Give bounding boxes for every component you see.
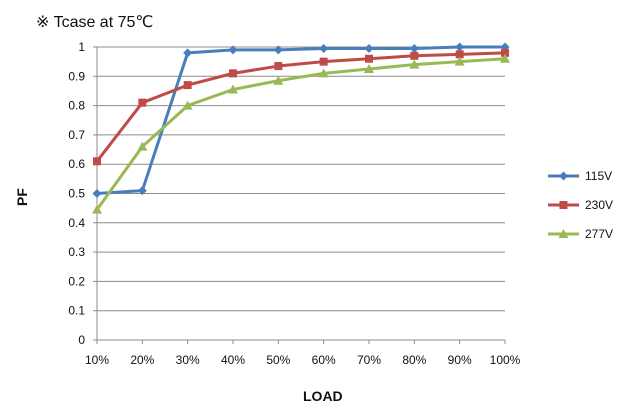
x-tick-label: 50% [266,353,290,367]
legend-item-230V: 230V [548,198,613,212]
x-tick-label: 30% [176,353,200,367]
diamond-marker [559,171,568,181]
square-marker [365,54,373,63]
series-line [95,51,506,163]
x-tick-label: 60% [312,353,336,367]
legend-label: 230V [585,198,613,212]
triangle-marker [182,100,193,110]
series-277V [92,53,510,214]
triangle-marker [273,75,284,85]
triangle-marker [318,68,329,78]
y-tick-label: 0.3 [68,245,85,259]
diamond-marker [273,45,283,55]
x-tick-label: 100% [490,353,521,367]
square-marker [183,81,192,90]
triangle-marker [137,141,148,151]
triangle-marker [500,53,510,63]
square-marker [319,57,328,66]
square-marker [410,51,419,60]
legend-label: 277V [585,227,613,241]
series-line [95,57,506,211]
gridlines [97,46,505,312]
square-marker [559,201,568,209]
x-tick-labels: 10% 20% 30% 40% 50% 60% 70% 80% 90% 100% [85,353,521,367]
chart-annotation: ※ Tcase at 75℃ [36,14,154,31]
diamond-marker [137,186,147,196]
legend-label: 115V [585,169,612,183]
y-tick-label: 0.9 [68,69,85,83]
triangle-marker [409,59,420,69]
x-axis-label: LOAD [303,388,343,404]
legend: 115V 230V 277V [548,169,613,241]
diamond-marker [183,48,193,58]
triangle-marker [228,84,238,94]
diamond-marker [92,189,102,198]
diamond-marker [319,43,329,53]
series-line [96,45,505,195]
x-tick-label: 40% [221,353,245,367]
y-tick-label: 0.2 [68,274,85,288]
x-tick-label: 10% [85,353,109,367]
diamond-marker [409,43,419,53]
y-tick-labels: 0 0.1 0.2 0.3 0.4 0.5 0.6 0.7 0.8 0.9 1 [68,40,85,347]
series-115V [92,42,510,198]
diamond-marker [228,45,238,55]
y-tick-label: 0.1 [68,304,85,318]
triangle-marker [558,229,569,238]
x-tick-label: 90% [448,353,472,367]
square-marker [274,62,283,71]
series-230V [93,48,509,166]
x-tick-label: 70% [357,353,381,367]
y-tick-label: 0.8 [68,99,85,113]
y-tick-label: 0.5 [68,187,85,201]
diamond-marker [455,42,465,52]
triangle-marker [454,56,465,66]
y-tick-label: 0.4 [68,216,85,230]
square-marker [138,98,147,107]
series-group [92,42,510,214]
axes [93,46,506,344]
square-marker [229,69,237,78]
y-tick-label: 0 [78,333,85,347]
y-tick-label: 0.7 [68,128,85,142]
square-marker [455,50,464,59]
y-tick-label: 0.6 [68,157,85,171]
y-tick-label: 1 [78,40,85,54]
square-marker [93,157,101,166]
legend-item-277V: 277V [548,227,613,241]
square-marker [501,48,509,57]
triangle-marker [92,204,102,214]
x-tick-label: 80% [402,353,426,367]
x-tick-label: 20% [130,353,154,367]
triangle-marker [364,63,374,73]
legend-item-115V: 115V [548,169,612,183]
diamond-marker [364,43,374,53]
